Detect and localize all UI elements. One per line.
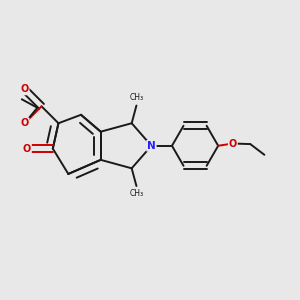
Text: O: O xyxy=(20,118,29,128)
Text: O: O xyxy=(20,84,29,94)
Text: O: O xyxy=(229,139,237,148)
Text: CH₃: CH₃ xyxy=(130,189,144,198)
Text: O: O xyxy=(23,144,31,154)
Text: N: N xyxy=(147,141,156,151)
Text: CH₃: CH₃ xyxy=(130,93,144,102)
